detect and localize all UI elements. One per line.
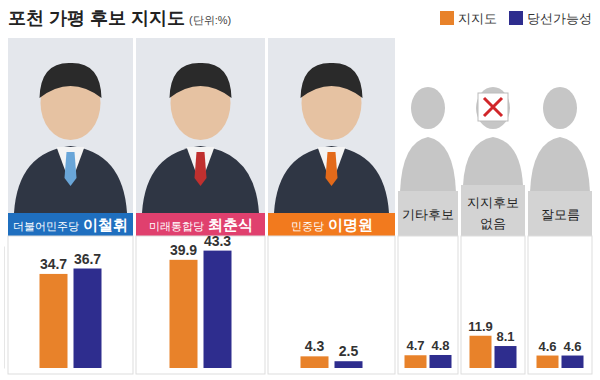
silhouette-head [411, 87, 445, 129]
portrait-hair [301, 63, 363, 98]
bar [470, 336, 492, 368]
legend-label: 지지도 [458, 11, 497, 26]
data-label: 43.3 [204, 233, 231, 249]
silhouette-body [530, 137, 590, 192]
bars [40, 251, 584, 368]
data-label: 4.3 [305, 338, 325, 354]
title: 포천 가평 후보 지지도 [8, 8, 185, 28]
subtitle: (단위:%) [189, 14, 231, 26]
bar [204, 251, 232, 368]
silhouette-body [463, 137, 523, 186]
data-label: 4.6 [538, 339, 556, 354]
no-candidate-box [478, 93, 508, 121]
data-label: 11.9 [468, 319, 493, 334]
portrait-bg [268, 38, 395, 213]
silhouette-head [543, 87, 577, 129]
portrait-hair [170, 63, 232, 98]
y-axis [4, 247, 5, 369]
silhouette-head [476, 87, 510, 129]
data-label: 4.7 [406, 338, 424, 353]
portrait-shirt [57, 147, 85, 185]
data-label: 34.7 [40, 256, 67, 272]
portrait-tie [195, 152, 207, 186]
portrait-shirt [187, 147, 215, 185]
label-box [398, 191, 458, 236]
bar [74, 269, 102, 368]
y-axis-domain [4, 247, 5, 369]
label-box [461, 185, 525, 236]
label-box [268, 213, 395, 236]
portrait-bg [8, 38, 133, 213]
bar [562, 356, 584, 368]
panel [8, 236, 133, 374]
category-label: 더불어민주당이철휘 [13, 216, 128, 233]
chart: 포천 가평 후보 지지도 (단위:%) 당선가능성 지지도더불어민주당이철휘 미래통합당… [0, 0, 600, 380]
label-box [8, 213, 133, 236]
portrait-body [142, 146, 259, 213]
bar [170, 260, 198, 368]
bar [335, 361, 363, 368]
data-label: 36.7 [74, 251, 101, 267]
category-label: 지지후보없음 [467, 195, 519, 231]
legend-label: 당선가능성 [527, 11, 592, 26]
panel [268, 236, 395, 374]
bar [40, 274, 68, 368]
portrait-body [14, 146, 127, 213]
portrait-body [274, 146, 389, 213]
portraits [8, 38, 592, 374]
data-label: 2.5 [339, 343, 359, 359]
label-box [136, 213, 265, 236]
portrait-bg [136, 38, 265, 213]
bar [537, 356, 559, 368]
bar [495, 346, 517, 368]
bar [301, 356, 329, 368]
label-box [528, 191, 592, 236]
legend: 당선가능성 지지도 [440, 11, 592, 26]
legend-swatch [440, 11, 454, 25]
category-label: 미래통합당최춘식 [149, 216, 253, 233]
no-candidate-x [484, 98, 502, 116]
data-label: 4.8 [431, 338, 449, 353]
portrait-shirt [318, 147, 346, 185]
panel [136, 236, 265, 374]
panel [528, 236, 592, 374]
data-label: 4.6 [563, 339, 581, 354]
portrait-hair [40, 63, 102, 98]
data-labels: 34.7 39.9 4.3 4.7 11.9 4.6 36.7 43.3 2.5 4.8 8.1 4.… [40, 233, 582, 360]
bar [430, 355, 452, 368]
bar [405, 355, 427, 368]
category-label: 민중당이명원 [291, 216, 373, 233]
category-label: 잘모름 [541, 207, 580, 222]
silhouette-body [400, 137, 456, 192]
legend-swatch [509, 11, 523, 25]
data-label: 8.1 [496, 329, 514, 344]
category-label: 기타후보 [402, 207, 454, 222]
category-labels: 더불어민주당이철휘 미래통합당최춘식 민중당이명원 기타후보 지지후보없음 잘모름 [13, 195, 580, 233]
data-label: 39.9 [170, 242, 197, 258]
portrait-tie [326, 152, 338, 186]
panel [398, 236, 458, 374]
panel [461, 236, 525, 374]
portrait-tie [65, 152, 77, 186]
